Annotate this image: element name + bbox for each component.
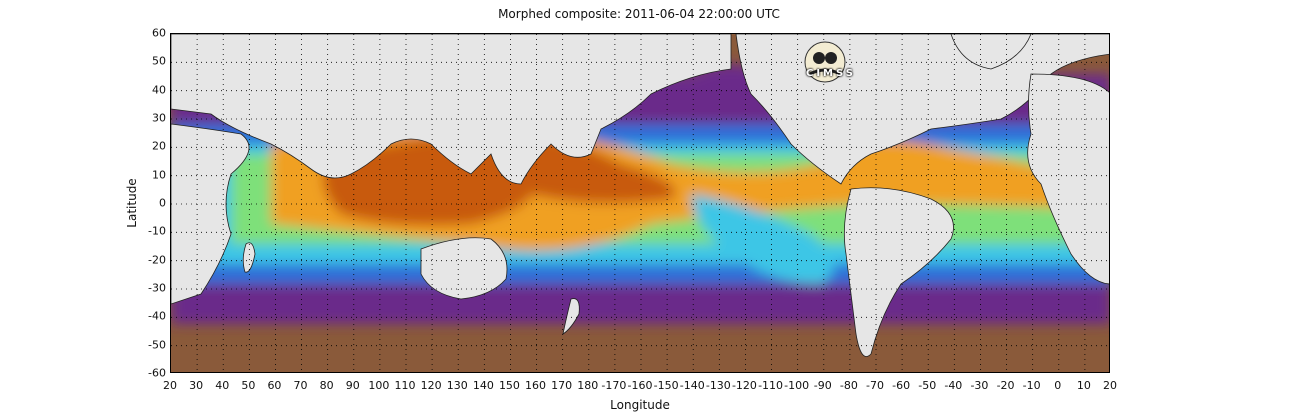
y-tick-label: 50 <box>152 54 166 68</box>
x-tick-label: 40 <box>215 379 230 392</box>
south-america <box>843 187 954 357</box>
x-tick-label: -160 <box>627 379 653 392</box>
map-title: Morphed composite: 2011-06-04 22:00:00 U… <box>498 7 780 21</box>
grid-lines <box>171 34 1109 372</box>
x-tick-label: -80 <box>839 379 858 392</box>
madagascar <box>242 242 256 273</box>
y-axis-label: Latitude <box>125 178 139 228</box>
y-tick-label: -60 <box>148 366 166 380</box>
y-tick-label: -20 <box>148 253 166 267</box>
x-tick-label: 180 <box>577 379 599 392</box>
x-tick-label: 170 <box>551 379 573 392</box>
x-tick-label: -170 <box>601 379 627 392</box>
new-zealand <box>562 298 580 335</box>
x-tick-label: -40 <box>944 379 963 392</box>
y-tick-label: 0 <box>159 196 166 210</box>
australia <box>420 237 508 300</box>
africa-east <box>1027 73 1109 285</box>
y-tick-label: -30 <box>148 281 166 295</box>
y-tick-label: -40 <box>148 309 166 323</box>
x-tick-label: -70 <box>866 379 884 392</box>
x-tick-label: 10 <box>1076 379 1091 392</box>
x-tick-label: 140 <box>472 379 494 392</box>
x-axis-label: Longitude <box>610 398 670 412</box>
x-tick-label: -90 <box>813 379 832 392</box>
x-tick-label: -120 <box>731 379 757 392</box>
y-tick-label: 20 <box>152 139 166 153</box>
map-canvas <box>171 34 1109 372</box>
x-tick-label: 90 <box>345 379 360 392</box>
x-tick-label: 110 <box>394 379 416 392</box>
x-tick-label: 20 <box>1103 379 1117 392</box>
y-tick-label: 30 <box>152 111 166 125</box>
cimss-logo-text: CIMSS <box>806 68 856 79</box>
eurasia <box>171 34 732 185</box>
x-tick-label: 120 <box>420 379 442 392</box>
x-tick-label: -60 <box>892 379 911 392</box>
x-tick-label: -10 <box>1022 379 1041 392</box>
x-tick-label: -110 <box>758 379 784 392</box>
x-tick-label: -140 <box>679 379 705 392</box>
x-tick-label: 160 <box>525 379 547 392</box>
y-tick-label: -10 <box>148 224 166 238</box>
x-tick-label: -100 <box>784 379 810 392</box>
x-tick-label: -50 <box>918 379 937 392</box>
x-tick-label: 60 <box>267 379 282 392</box>
x-tick-label: 0 <box>1054 379 1062 392</box>
y-tick-label: 60 <box>152 26 166 40</box>
precipitable-water-map <box>170 33 1110 373</box>
x-tick-label: -20 <box>996 379 1015 392</box>
y-tick-label: 10 <box>152 168 166 182</box>
x-tick-label: -130 <box>705 379 731 392</box>
y-tick-label: 40 <box>152 83 166 97</box>
x-tick-label: 100 <box>368 379 390 392</box>
x-tick-label: -30 <box>970 379 989 392</box>
x-tick-label: 20 <box>163 379 177 392</box>
x-tick-label: 80 <box>319 379 334 392</box>
y-tick-label: -50 <box>148 338 166 352</box>
africa <box>171 123 250 305</box>
x-tick-label: 50 <box>241 379 256 392</box>
cimss-logo <box>802 40 848 84</box>
greenland <box>950 34 1032 70</box>
x-tick-label: -150 <box>653 379 679 392</box>
x-tick-label: 30 <box>189 379 204 392</box>
x-tick-label: 150 <box>498 379 520 392</box>
x-tick-label: 70 <box>293 379 308 392</box>
x-tick-label: 130 <box>446 379 468 392</box>
